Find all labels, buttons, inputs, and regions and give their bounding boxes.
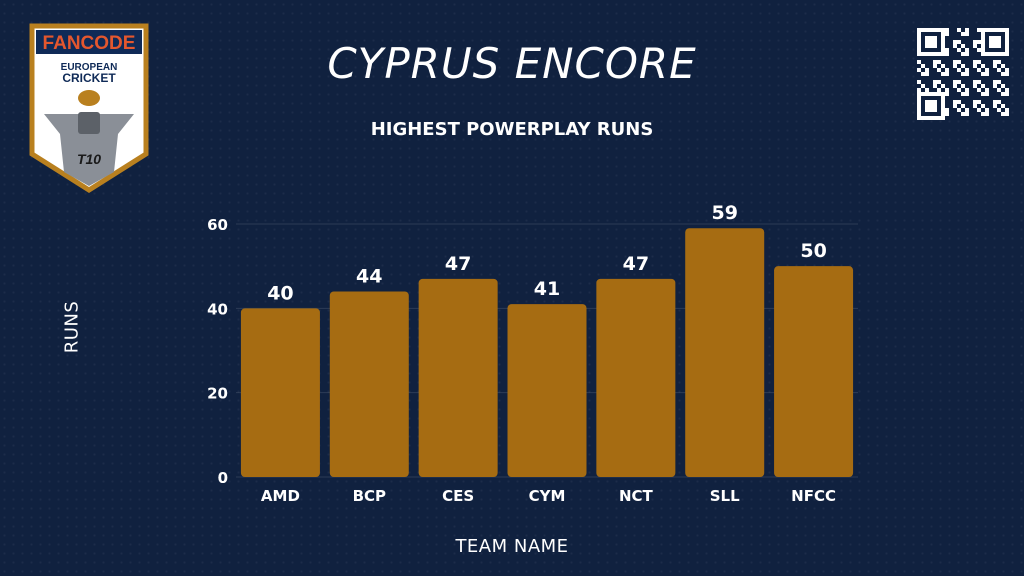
bar-nfcc	[774, 266, 854, 477]
x-tick-label: CYM	[529, 487, 566, 505]
logo-line2-text: CRICKET	[62, 71, 116, 85]
bar-nct	[596, 278, 676, 477]
bar-ces	[418, 278, 498, 477]
bar-cym	[507, 304, 587, 477]
data-label: 47	[445, 253, 471, 275]
trophy-icon	[78, 112, 100, 134]
x-tick-label: SLL	[710, 487, 740, 505]
y-tick-label: 0	[218, 469, 228, 487]
logo-brand-text: FANCODE	[43, 33, 136, 54]
data-label: 50	[800, 240, 826, 262]
bar-bcp	[329, 291, 409, 477]
x-tick-label: BCP	[353, 487, 386, 505]
x-axis-label: TEAM NAME	[455, 536, 569, 557]
logo-line1-text: EUROPEAN	[61, 62, 118, 73]
data-label: 44	[356, 265, 382, 287]
main-title: CYPRUS ENCORE	[327, 39, 697, 88]
x-tick-label: NCT	[619, 487, 654, 505]
y-tick-label: 40	[207, 300, 228, 318]
data-label: 47	[623, 253, 649, 275]
fancode-logo: FANCODE EUROPEAN CRICKET T10	[29, 23, 149, 193]
data-label: 40	[267, 282, 293, 304]
qr-code-icon[interactable]	[917, 28, 1009, 120]
x-tick-label: AMD	[261, 487, 300, 505]
bar-sll	[685, 228, 765, 477]
data-label: 41	[534, 278, 560, 300]
trophy-ball-icon	[78, 90, 100, 106]
data-label: 59	[711, 202, 737, 224]
logo-badge-text: T10	[77, 151, 101, 167]
x-tick-label: CES	[442, 487, 474, 505]
y-tick-label: 20	[207, 385, 228, 403]
bar-amd	[240, 308, 320, 477]
x-tick-label: NFCC	[791, 487, 836, 505]
y-tick-label: 60	[207, 216, 228, 234]
chart-title: HIGHEST POWERPLAY RUNS	[370, 119, 654, 140]
